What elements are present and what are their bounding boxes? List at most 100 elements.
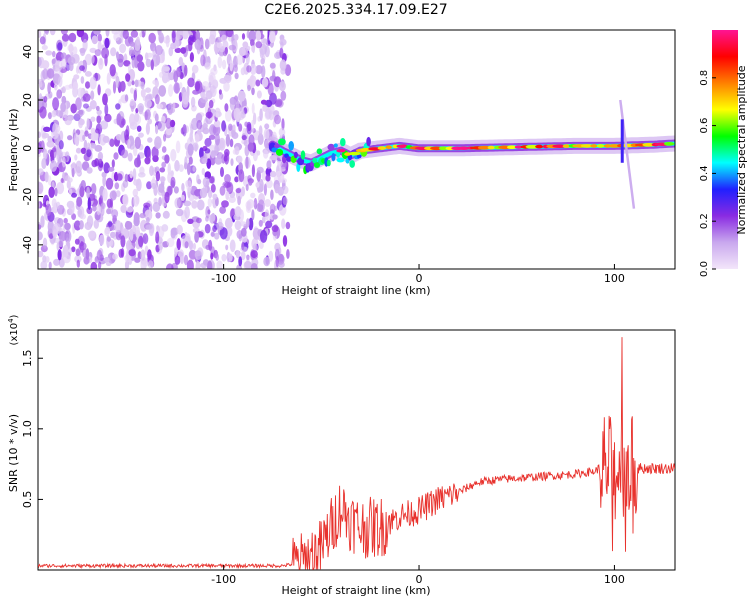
noise-blob <box>73 74 80 80</box>
noise-blob <box>224 174 231 184</box>
noise-blob <box>145 87 151 93</box>
noise-blob <box>114 220 122 233</box>
noise-blob <box>68 188 73 196</box>
noise-blob <box>135 178 142 192</box>
noise-blob <box>72 81 79 91</box>
x-tick-label: 0 <box>416 573 423 586</box>
noise-blob <box>40 215 45 228</box>
noise-blob <box>97 33 103 42</box>
noise-blob <box>195 30 201 41</box>
noise-blob <box>279 47 284 59</box>
ridge-blob <box>288 141 295 151</box>
noise-blob <box>114 182 120 190</box>
noise-blob <box>133 114 142 125</box>
noise-blob <box>117 58 124 68</box>
noise-blob <box>171 30 176 44</box>
noise-blob <box>76 30 85 38</box>
noise-blob <box>184 156 188 169</box>
noise-blob <box>75 147 82 154</box>
noise-blob <box>170 42 177 50</box>
noise-blob <box>214 133 220 146</box>
ridge-blob <box>300 150 306 160</box>
noise-blob <box>131 80 135 86</box>
noise-blob <box>86 186 90 199</box>
noise-blob <box>183 64 188 77</box>
noise-blob <box>98 197 102 205</box>
noise-blob <box>229 59 234 72</box>
ridge-hotspot <box>385 145 392 149</box>
noise-blob <box>221 120 227 132</box>
noise-blob <box>240 227 247 237</box>
noise-blob <box>157 120 166 132</box>
ridge-hotspot <box>438 146 449 151</box>
noise-blob <box>178 56 184 66</box>
noise-blob <box>234 176 239 183</box>
ridge-blob <box>340 138 346 147</box>
noise-blob <box>211 212 216 222</box>
noise-blob <box>76 196 83 207</box>
noise-blob <box>120 205 127 213</box>
noise-blob <box>201 168 205 176</box>
noise-blob <box>228 196 236 203</box>
noise-blob <box>225 134 231 147</box>
noise-blob <box>122 179 129 188</box>
noise-blob <box>194 39 202 51</box>
noise-blob <box>174 197 181 209</box>
noise-blob <box>241 33 246 40</box>
noise-blob <box>192 242 196 250</box>
noise-blob <box>167 102 173 115</box>
noise-blob <box>174 47 182 54</box>
noise-blob <box>54 187 58 197</box>
noise-blob <box>90 132 97 142</box>
noise-blob <box>90 90 95 100</box>
snr-frame <box>37 329 676 571</box>
noise-blob <box>258 125 263 137</box>
noise-blob <box>264 123 270 130</box>
noise-blob <box>251 209 255 221</box>
noise-blob <box>142 233 149 245</box>
noise-blob <box>82 93 91 102</box>
x-tick-label: -100 <box>211 573 236 586</box>
noise-blob <box>209 124 217 136</box>
bottom-x-axis-label: Height of straight line (km) <box>281 584 430 597</box>
noise-blob <box>135 226 141 238</box>
noise-blob <box>115 190 121 198</box>
noise-blob <box>234 34 239 41</box>
noise-blob <box>138 105 144 115</box>
noise-blob <box>219 227 228 240</box>
noise-blob <box>44 171 49 183</box>
ridge-blob <box>327 143 335 151</box>
noise-blob <box>243 260 252 269</box>
noise-blob <box>74 238 80 245</box>
noise-blob <box>214 144 219 155</box>
noise-blob <box>210 67 218 76</box>
noise-blob <box>56 89 63 99</box>
x-tick-label: 100 <box>604 573 625 586</box>
noise-blob <box>113 152 119 160</box>
noise-blob <box>102 188 108 201</box>
noise-blob <box>155 94 160 105</box>
noise-blob <box>52 122 58 136</box>
noise-blob <box>52 229 58 239</box>
noise-blob <box>95 128 100 134</box>
noise-blob <box>141 31 146 38</box>
noise-blob <box>216 260 223 269</box>
noise-blob <box>58 231 67 242</box>
ridge-hotspot <box>336 148 346 153</box>
noise-blob <box>279 59 287 71</box>
noise-blob <box>181 182 185 192</box>
noise-blob <box>262 38 268 50</box>
noise-blob <box>96 115 102 124</box>
noise-blob <box>87 220 91 229</box>
noise-blob <box>38 131 41 138</box>
noise-blob <box>222 181 231 189</box>
noise-blob <box>151 146 159 159</box>
noise-blob <box>66 180 71 189</box>
ridge-blob <box>349 160 356 168</box>
noise-blob <box>192 166 196 172</box>
noise-blob <box>259 108 263 121</box>
ridge-hotspot <box>663 142 675 146</box>
noise-blob <box>165 127 172 136</box>
noise-blob <box>131 56 136 69</box>
noise-blob <box>80 147 87 154</box>
